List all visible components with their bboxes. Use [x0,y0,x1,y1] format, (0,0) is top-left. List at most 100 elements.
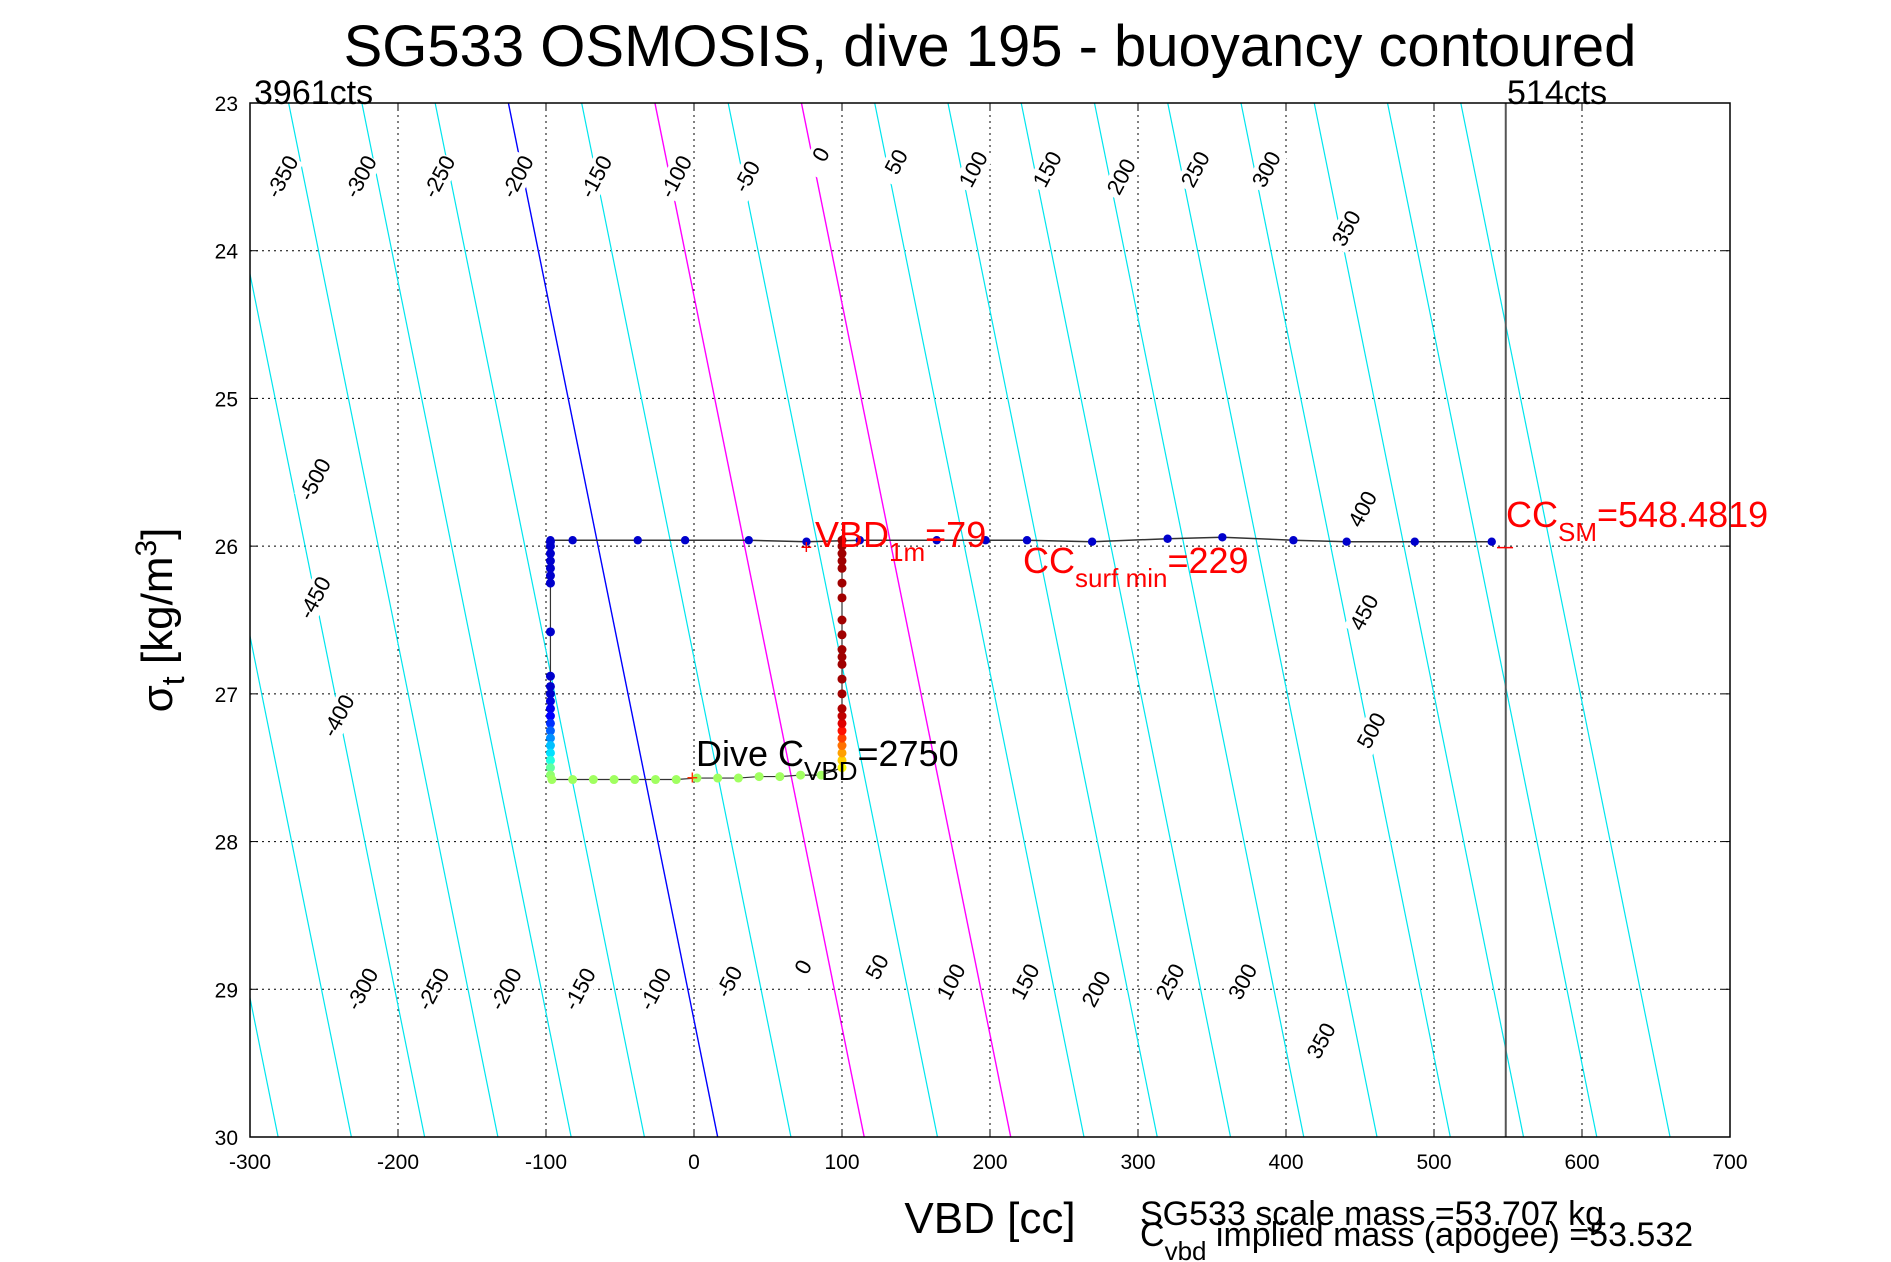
contour-label: -400 [317,690,360,741]
dive-point [545,627,555,637]
dive-point [545,556,555,566]
dive-point [837,535,847,545]
contour-label-bg [655,151,698,202]
surface-point [981,536,990,545]
dive-point [837,578,847,588]
dive-point [547,775,557,785]
cc-surf-min-annotation: CCsurf min=229 [1023,540,1249,593]
dive-point [545,571,555,581]
y-tick-label: 30 [215,1127,238,1150]
contour-line [1460,103,1671,1137]
contour-line [1240,103,1451,1137]
y-axis-label-sigma: σ [133,685,182,712]
grid-lines [250,103,1730,1137]
vbd-1m-sub: 1m [889,537,925,567]
dive-point [816,770,826,780]
contour-label-bg [1075,964,1118,1015]
x-tick-label: 100 [824,1151,859,1174]
cc-sm-main: CC [1506,494,1558,535]
chart-title: SG533 OSMOSIS, dive 195 - buoyancy conto… [344,14,1637,79]
dive-point [837,726,847,736]
contour-label-bg [930,956,973,1007]
contour-line [288,103,499,1137]
contour-label-bg [294,454,337,505]
dive-point [545,541,555,551]
contour-line [581,103,792,1137]
contour-label-bg [1222,956,1265,1007]
contour-label-bg [340,151,382,202]
contour-label-bg [1343,587,1386,638]
x-tick-label: 700 [1712,1151,1747,1174]
cc-sm-value: =548.4819 [1597,494,1768,535]
dive-point [545,681,555,691]
contour-line [1167,103,1378,1137]
surface-point [546,536,555,545]
dive-point [545,696,555,706]
surface-point [802,537,811,546]
contour-label-bg [1300,1015,1343,1067]
y-tick-label: 26 [215,536,238,559]
contour-label-bg [1325,203,1368,254]
contour-label-bg [412,964,455,1015]
x-tick-label: 200 [972,1151,1007,1174]
dive-point [545,733,555,743]
surface-point [568,536,577,545]
cc-surf-min-value: =229 [1167,540,1248,581]
dive-point [545,755,555,765]
dive-point [588,775,598,785]
surface-point [1087,537,1097,546]
contour-label: -100 [654,151,697,202]
y-tick-label: 24 [215,241,239,264]
contour-label-bg [634,964,677,1015]
x-axis-label: VBD [cc] [904,1194,1075,1243]
cc-surf-min-sub: surf min [1075,563,1167,593]
x-tick-label: 500 [1416,1151,1451,1174]
contour-label: -150 [575,151,618,202]
dive-point [545,711,555,721]
dive-point [545,689,555,699]
dive-point [837,593,847,603]
contour-label-bg [418,151,461,202]
dive-point [837,652,847,662]
contour-label-bg [800,129,843,180]
contour-label: -500 [293,454,336,505]
contour-line [250,633,352,1137]
dive-point [775,772,785,782]
contour-label-bg [1026,144,1069,195]
implied-mass-c: C [1140,1216,1165,1254]
dive-point [754,772,764,782]
surface-point [1163,534,1172,543]
dive-point [692,773,702,783]
y-tick-label: 27 [215,684,238,707]
dive-point [545,741,555,751]
dive-c-vbd-value: =2750 [858,733,959,774]
dive-point [837,733,847,743]
dive-trace: ++ [545,533,1514,790]
contour-line [434,103,646,1137]
dive-point [545,549,555,559]
dive-point [837,563,847,573]
dive-point [651,775,661,785]
dive-point [545,718,555,728]
cc-sm-sub: SM [1558,517,1597,547]
dive-point [837,718,847,728]
contour-label-bg [1350,705,1393,756]
contour-label-bg [708,956,751,1007]
vbd-1m-main: VBD [815,514,889,555]
x-tick-labels: -300 -200 -100 0 100 200 300 400 500 600 700 [229,1151,1748,1174]
cc-surf-min-main: CC [1023,540,1075,581]
contour-line [1386,103,1598,1137]
dive-point [837,763,847,773]
x-tick-label: 300 [1120,1151,1155,1174]
dive-c-marker: + [687,768,699,790]
dive-point [713,773,723,783]
dive-point [671,775,681,785]
surface-point [1342,537,1351,546]
contour-label-bg [856,942,899,993]
dive-point [545,578,555,588]
cc-sm-annotation: CCSM=548.4819 [1506,494,1768,547]
dive-point [796,770,806,780]
implied-mass-footer: Cvbd implied mass (apogee) =53.532 [1140,1216,1693,1262]
dive-point [630,775,640,785]
